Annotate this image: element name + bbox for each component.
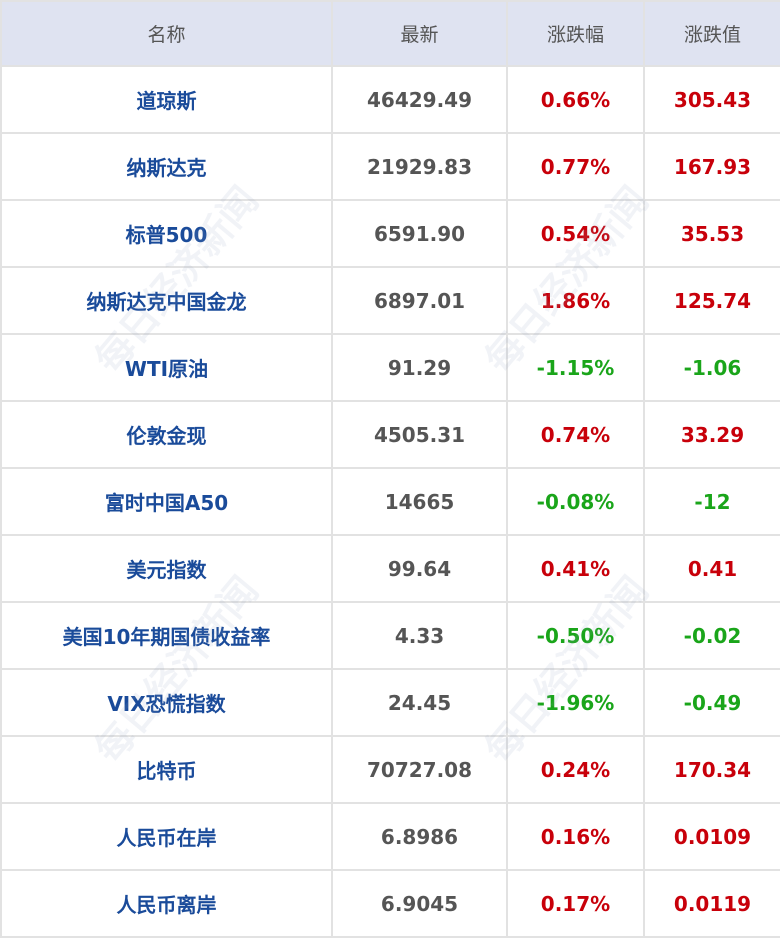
header-latest: 最新: [331, 0, 508, 67]
change-value-cell: 167.93: [643, 132, 780, 201]
change-value-cell: 0.0109: [643, 802, 780, 871]
latest-cell: 4505.31: [331, 400, 508, 469]
table-row: 纳斯达克中国金龙 6897.01 1.86% 125.74: [0, 266, 780, 335]
table-row: 美元指数 99.64 0.41% 0.41: [0, 534, 780, 603]
latest-cell: 14665: [331, 467, 508, 536]
table-row: 伦敦金现 4505.31 0.74% 33.29: [0, 400, 780, 469]
header-name: 名称: [0, 0, 333, 67]
latest-cell: 99.64: [331, 534, 508, 603]
change-value-cell: -0.49: [643, 668, 780, 737]
change-pct-cell: 0.17%: [506, 869, 645, 938]
name-cell: 人民币离岸: [0, 869, 333, 938]
latest-cell: 6.8986: [331, 802, 508, 871]
name-cell: 伦敦金现: [0, 400, 333, 469]
table-row: 比特币 70727.08 0.24% 170.34: [0, 735, 780, 804]
table-row: 富时中国A50 14665 -0.08% -12: [0, 467, 780, 536]
change-value-cell: 170.34: [643, 735, 780, 804]
change-pct-cell: -1.96%: [506, 668, 645, 737]
name-cell: 道琼斯: [0, 65, 333, 134]
change-pct-cell: 0.24%: [506, 735, 645, 804]
latest-cell: 6591.90: [331, 199, 508, 268]
table-row: 纳斯达克 21929.83 0.77% 167.93: [0, 132, 780, 201]
name-cell: 标普500: [0, 199, 333, 268]
header-row: 名称 最新 涨跌幅 涨跌值: [0, 0, 780, 67]
change-value-cell: 33.29: [643, 400, 780, 469]
change-value-cell: -12: [643, 467, 780, 536]
change-pct-cell: -1.15%: [506, 333, 645, 402]
change-pct-cell: 0.41%: [506, 534, 645, 603]
change-value-cell: 125.74: [643, 266, 780, 335]
change-value-cell: 0.41: [643, 534, 780, 603]
table-row: 人民币离岸 6.9045 0.17% 0.0119: [0, 869, 780, 938]
latest-cell: 24.45: [331, 668, 508, 737]
change-value-cell: -0.02: [643, 601, 780, 670]
name-cell: VIX恐慌指数: [0, 668, 333, 737]
latest-cell: 46429.49: [331, 65, 508, 134]
table-row: VIX恐慌指数 24.45 -1.96% -0.49: [0, 668, 780, 737]
change-pct-cell: 0.54%: [506, 199, 645, 268]
change-value-cell: 305.43: [643, 65, 780, 134]
change-pct-cell: 0.77%: [506, 132, 645, 201]
latest-cell: 91.29: [331, 333, 508, 402]
table-row: 标普500 6591.90 0.54% 35.53: [0, 199, 780, 268]
change-pct-cell: 0.16%: [506, 802, 645, 871]
change-pct-cell: 1.86%: [506, 266, 645, 335]
table-row: 道琼斯 46429.49 0.66% 305.43: [0, 65, 780, 134]
table-row: 人民币在岸 6.8986 0.16% 0.0109: [0, 802, 780, 871]
name-cell: 人民币在岸: [0, 802, 333, 871]
change-value-cell: 0.0119: [643, 869, 780, 938]
name-cell: 美元指数: [0, 534, 333, 603]
latest-cell: 21929.83: [331, 132, 508, 201]
name-cell: 纳斯达克: [0, 132, 333, 201]
change-pct-cell: -0.08%: [506, 467, 645, 536]
name-cell: WTI原油: [0, 333, 333, 402]
latest-cell: 70727.08: [331, 735, 508, 804]
change-pct-cell: -0.50%: [506, 601, 645, 670]
name-cell: 比特币: [0, 735, 333, 804]
name-cell: 纳斯达克中国金龙: [0, 266, 333, 335]
change-value-cell: 35.53: [643, 199, 780, 268]
table-row: 美国10年期国债收益率 4.33 -0.50% -0.02: [0, 601, 780, 670]
name-cell: 富时中国A50: [0, 467, 333, 536]
latest-cell: 6897.01: [331, 266, 508, 335]
change-pct-cell: 0.74%: [506, 400, 645, 469]
name-cell: 美国10年期国债收益率: [0, 601, 333, 670]
latest-cell: 6.9045: [331, 869, 508, 938]
change-pct-cell: 0.66%: [506, 65, 645, 134]
header-change-pct: 涨跌幅: [506, 0, 645, 67]
change-value-cell: -1.06: [643, 333, 780, 402]
latest-cell: 4.33: [331, 601, 508, 670]
header-change-value: 涨跌值: [643, 0, 780, 67]
table-row: WTI原油 91.29 -1.15% -1.06: [0, 333, 780, 402]
